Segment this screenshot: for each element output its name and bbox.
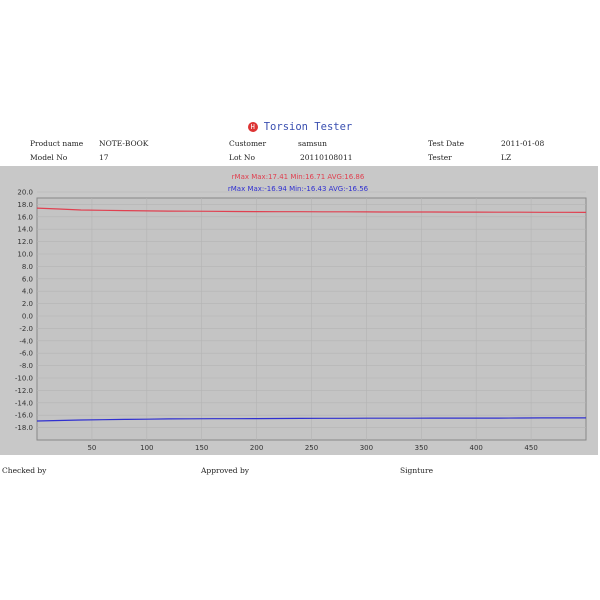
legend-series-2: rMax Max:-16.94 Min:-16.43 AVG:-16.56 <box>228 185 369 193</box>
y-tick-label: 20.0 <box>17 189 33 197</box>
y-tick-label: -10.0 <box>15 375 33 383</box>
x-tick-label: 150 <box>195 444 208 452</box>
logo-icon: H <box>247 122 258 132</box>
x-tick-label: 250 <box>305 444 318 452</box>
x-tick-label: 300 <box>360 444 373 452</box>
x-tick-label: 400 <box>470 444 483 452</box>
y-tick-label: -16.0 <box>15 412 33 420</box>
y-tick-label: 2.0 <box>22 300 33 308</box>
product-name-label: Product name <box>30 139 84 148</box>
y-tick-label: 6.0 <box>22 275 33 283</box>
x-tick-label: 350 <box>415 444 428 452</box>
y-tick-label: -2.0 <box>19 325 33 333</box>
test-date-label: Test Date <box>428 139 465 148</box>
y-tick-label: -14.0 <box>15 399 33 407</box>
y-tick-label: -12.0 <box>15 387 33 395</box>
series-line-2 <box>36 417 586 422</box>
x-tick-label: 200 <box>250 444 263 452</box>
report-title: H Torsion Tester <box>0 121 600 133</box>
approved-by-label: Approved by <box>201 466 250 475</box>
y-tick-label: -6.0 <box>19 350 33 358</box>
tester-value: LZ <box>501 153 512 162</box>
model-no-label: Model No <box>30 153 68 162</box>
customer-label: Customer <box>229 139 267 148</box>
y-tick-label: -8.0 <box>19 362 33 370</box>
y-tick-label: 4.0 <box>22 288 33 296</box>
y-tick-label: 12.0 <box>17 238 33 246</box>
y-tick-label: -4.0 <box>19 337 33 345</box>
y-tick-label: 0.0 <box>22 313 33 321</box>
y-tick-label: 8.0 <box>22 263 33 271</box>
tester-label: Tester <box>428 153 452 162</box>
y-tick-label: 18.0 <box>17 201 33 209</box>
product-name-value: NOTE-BOOK <box>99 139 149 148</box>
x-tick-label: 100 <box>140 444 153 452</box>
chart-panel: rMax Max:17.41 Min:16.71 AVG:16.86 rMax … <box>0 166 598 455</box>
series-line-1 <box>36 207 587 213</box>
test-date-value: 2011-01-08 <box>501 139 545 148</box>
y-tick-label: 14.0 <box>17 226 33 234</box>
y-tick-label: -18.0 <box>15 424 33 432</box>
line-chart: rMax Max:17.41 Min:16.71 AVG:16.86 rMax … <box>15 173 587 452</box>
signature-label: Signture <box>400 466 434 475</box>
y-tick-label: 10.0 <box>17 251 33 259</box>
title-text: Torsion Tester <box>263 121 353 133</box>
lot-no-value: 20110108011 <box>300 153 353 162</box>
x-tick-label: 50 <box>87 444 96 452</box>
customer-value: samsun <box>298 139 327 148</box>
y-tick-label: 16.0 <box>17 213 33 221</box>
lot-no-label: Lot No <box>229 153 255 162</box>
legend-series-1: rMax Max:17.41 Min:16.71 AVG:16.86 <box>232 173 365 181</box>
model-no-value: 17 <box>99 153 109 162</box>
x-tick-label: 450 <box>524 444 537 452</box>
checked-by-label: Checked by <box>2 466 47 475</box>
